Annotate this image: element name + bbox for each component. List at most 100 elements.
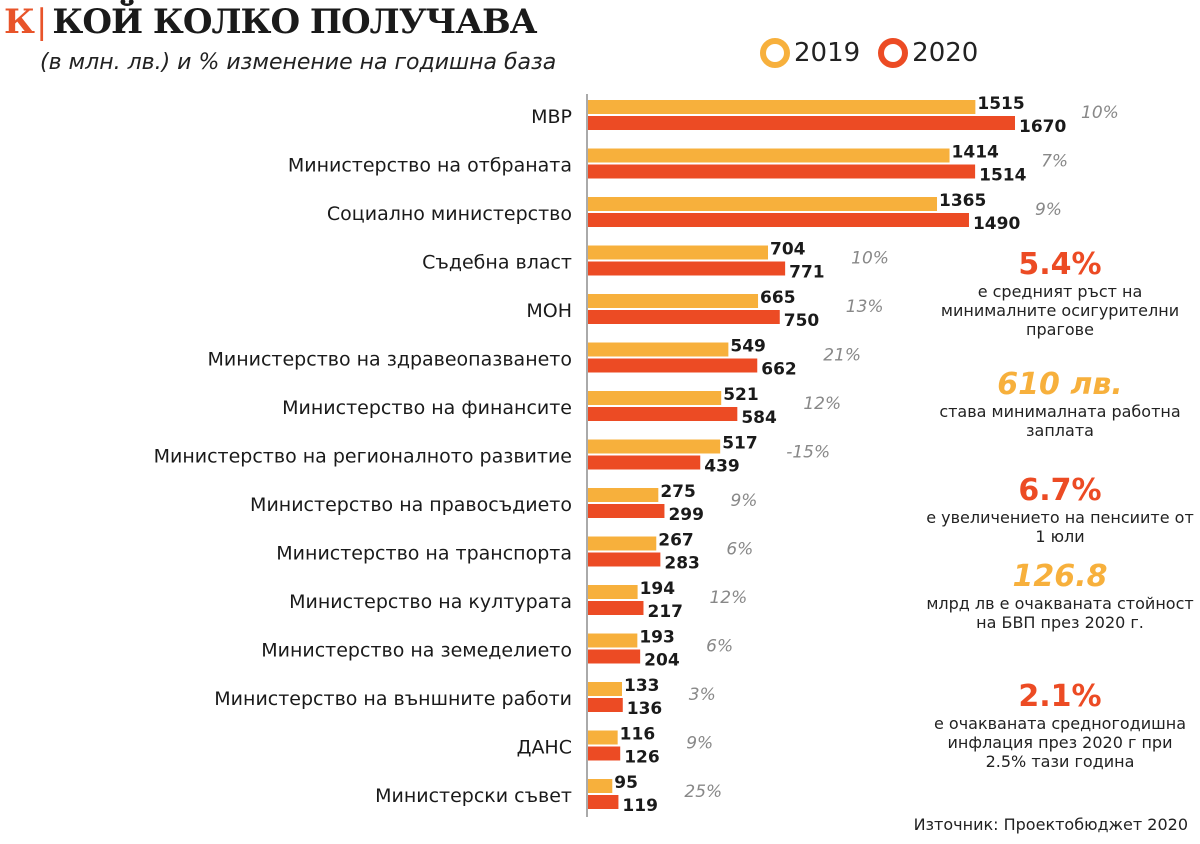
value-label-2020: 1490 [973, 214, 1020, 234]
value-label-2019: 704 [770, 240, 806, 260]
category-label: Министерство на външните работи [214, 688, 572, 710]
category-label: Министерство на регионалното развитие [154, 446, 572, 468]
value-label-2019: 517 [722, 434, 758, 454]
change-label: 9% [1035, 200, 1062, 220]
change-label: 25% [684, 782, 722, 802]
note-text: е увеличението на пенсиите от 1 юли [926, 508, 1194, 546]
note-text: става минималната работна заплата [939, 402, 1181, 440]
category-label: МОН [526, 300, 572, 322]
value-label-2020: 136 [627, 699, 663, 719]
note-1: 5.4% е средният ръст на минималните осигу… [925, 247, 1195, 340]
bar-2019 [588, 148, 950, 163]
value-label-2020: 662 [761, 360, 797, 380]
change-label: 6% [726, 540, 753, 560]
category-label: Министерство на правосъдието [250, 494, 572, 516]
category-label: Министерство на здравеопазването [207, 349, 572, 371]
change-label: 13% [846, 297, 884, 317]
bar-2020 [588, 746, 621, 761]
note-2: 610 лв. става минималната работна заплата [925, 367, 1195, 441]
value-label-2019: 275 [660, 482, 696, 502]
value-label-2020: 1514 [979, 166, 1026, 186]
bar-2020 [588, 407, 738, 421]
value-label-2019: 194 [640, 579, 676, 599]
bar-2020 [588, 358, 758, 373]
note-text: е средният ръст на минималните осигурите… [940, 282, 1180, 339]
bar-2019 [588, 294, 759, 308]
value-label-2019: 95 [614, 773, 638, 793]
value-label-2020: 1670 [1019, 117, 1066, 137]
value-label-2020: 299 [668, 505, 704, 525]
bar-2020 [588, 552, 661, 567]
category-label: Министерство на културата [289, 591, 572, 613]
bar-2019 [588, 245, 769, 260]
bar-2020 [588, 504, 665, 518]
chart-subtitle: (в млн. лв.) и % изменение на годишна ба… [40, 50, 557, 75]
bar-2019 [588, 439, 721, 454]
note-value: 2.1% [1018, 679, 1102, 714]
bar-2019 [588, 779, 613, 793]
note-5: 2.1% е очакваната средногодишна инфлация … [925, 679, 1195, 772]
value-label-2020: 126 [624, 748, 660, 768]
value-label-2020: 204 [644, 651, 680, 671]
note-4: 126.8 млрд лв е очакваната стойност на БВ… [925, 559, 1195, 633]
change-label: 7% [1041, 152, 1068, 172]
value-label-2019: 1414 [952, 143, 999, 163]
note-text: млрд лв е очакваната стойност на БВП пре… [926, 594, 1194, 632]
bar-2019 [588, 342, 729, 357]
value-label-2020: 283 [664, 554, 700, 574]
change-label: 12% [709, 588, 747, 608]
bar-2020 [588, 261, 786, 276]
value-label-2019: 116 [620, 725, 656, 745]
note-value: 6.7% [1018, 473, 1102, 508]
change-label: -15% [786, 443, 830, 463]
category-label: Министерство на земеделието [261, 640, 572, 662]
value-label-2019: 665 [760, 288, 796, 308]
note-value: 610 лв. [997, 367, 1123, 402]
bar-2020 [588, 310, 780, 324]
change-label: 21% [823, 346, 861, 366]
value-label-2020: 119 [622, 796, 658, 816]
value-label-2019: 1365 [939, 191, 986, 211]
value-label-2020: 771 [789, 263, 825, 283]
note-value: 5.4% [1018, 247, 1102, 282]
value-label-2019: 133 [624, 676, 660, 696]
change-label: 9% [686, 734, 713, 754]
value-label-2019: 1515 [977, 94, 1024, 114]
note-value: 126.8 [1012, 559, 1108, 594]
legend-ring-2020-icon [878, 38, 909, 68]
category-label: Министерски съвет [375, 785, 572, 807]
category-label: Социално министерство [327, 203, 572, 225]
change-label: 3% [689, 685, 716, 705]
value-label-2020: 750 [784, 311, 820, 331]
category-label: Министерство на финансите [282, 397, 572, 419]
note-text: е очакваната средногодишна инфлация през… [933, 714, 1187, 771]
chart-title: К| КОЙ КОЛКО ПОЛУЧАВА [4, 2, 537, 42]
bar-2019 [588, 730, 618, 745]
change-label: 12% [803, 394, 841, 414]
source-note: Източник: Проектобюджет 2020 [913, 815, 1188, 834]
value-label-2020: 584 [741, 408, 777, 428]
bar-2019 [588, 536, 657, 551]
value-label-2019: 549 [730, 337, 766, 357]
value-label-2020: 217 [647, 602, 683, 622]
bar-2019 [588, 682, 623, 696]
bar-2020 [588, 213, 969, 227]
change-label: 6% [706, 637, 733, 657]
value-label-2019: 267 [658, 531, 694, 551]
bar-2019 [588, 391, 722, 405]
note-3: 6.7% е увеличението на пенсиите от 1 юли [925, 473, 1195, 547]
bar-2020 [588, 116, 1015, 130]
bar-2019 [588, 197, 938, 211]
category-label: Министерство на отбраната [288, 155, 572, 177]
value-label-2019: 193 [639, 628, 675, 648]
title-text: КОЙ КОЛКО ПОЛУЧАВА [52, 2, 537, 42]
bar-2019 [588, 488, 659, 502]
legend: 2019 2020 [760, 38, 978, 68]
legend-ring-2019-icon [760, 38, 790, 68]
bar-2020 [588, 164, 976, 179]
value-label-2020: 439 [704, 457, 740, 477]
change-label: 10% [851, 249, 889, 269]
category-label: Съдебна власт [422, 252, 572, 274]
legend-2020: 2020 [878, 38, 978, 68]
